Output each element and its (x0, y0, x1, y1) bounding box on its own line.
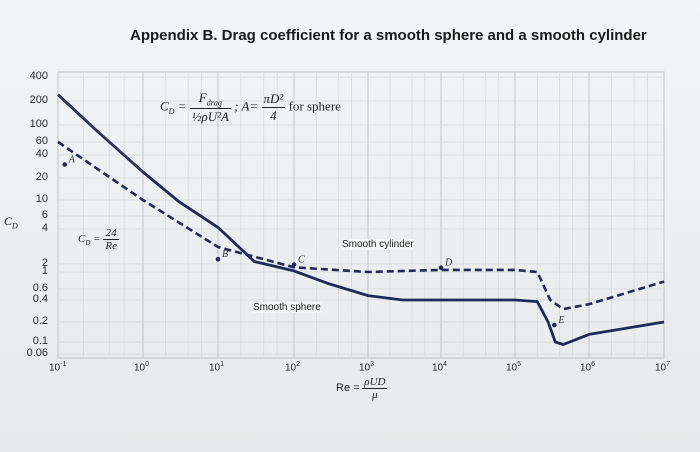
y-tick-label: 100 (29, 118, 48, 130)
y-tick-label: 200 (29, 94, 48, 106)
y-tick-label: 20 (35, 171, 48, 183)
y-tick-label: 60 (35, 135, 48, 147)
point-d-marker (438, 265, 444, 271)
y-tick-label: 0.1 (32, 335, 48, 347)
x-tick-label: 100 (134, 361, 150, 374)
y-tick-label: 0.4 (32, 293, 48, 305)
y-tick-label: 0.6 (32, 282, 48, 294)
label-smooth-cylinder: Smooth cylinder (342, 239, 414, 250)
series-smooth-cylinder (57, 140, 665, 311)
point-a-label: A (68, 155, 76, 166)
label-smooth-sphere: Smooth sphere (253, 302, 321, 313)
stokes-formula: CD = 24 Re (78, 227, 119, 252)
point-e-label: E (557, 315, 564, 326)
x-tick-label: 10-1 (49, 361, 67, 374)
x-axis-label: Re = ρUD μ (336, 376, 388, 401)
grid (57, 71, 665, 359)
x-tick-label: 106 (580, 361, 596, 374)
point-a-marker (62, 162, 68, 167)
point-d-label: D (444, 258, 453, 269)
y-tick-label: 10 (35, 193, 48, 205)
series-group (57, 93, 665, 346)
x-tick-label: 107 (655, 361, 671, 374)
series-smooth-sphere (57, 93, 665, 346)
x-tick-label: 103 (359, 361, 375, 374)
y-tick-label: 40 (35, 148, 48, 160)
point-e-marker (552, 322, 557, 328)
y-tick-label: 4 (41, 222, 48, 234)
series-stokes-law (57, 94, 144, 173)
x-tick-label: 101 (209, 361, 225, 374)
annotation-letters: A B C D E (62, 155, 564, 328)
y-tick-label: 400 (29, 70, 48, 82)
point-b-marker (215, 256, 221, 262)
y-tick-label: 2 (41, 257, 48, 269)
point-c-label: C (298, 255, 305, 266)
y-axis-label: CD (4, 214, 18, 231)
y-tick-label: 0.06 (26, 347, 48, 359)
y-tick-label: 1 (41, 265, 48, 277)
y-tick-label: 0.2 (32, 315, 48, 327)
y-tick-label: 6 (41, 209, 48, 221)
point-c-marker (291, 262, 297, 267)
chart-title: Appendix B. Drag coefficient for a smoot… (130, 27, 647, 44)
x-tick-label: 102 (285, 361, 301, 374)
x-tick-label: 104 (432, 361, 448, 374)
point-b-label: B (222, 249, 228, 260)
drag-formula: CD = Fdrag ½ρU²A ; A= πD² 4 for sphere (160, 90, 341, 124)
x-tick-label: 105 (506, 361, 522, 374)
plot-frame (57, 71, 665, 359)
